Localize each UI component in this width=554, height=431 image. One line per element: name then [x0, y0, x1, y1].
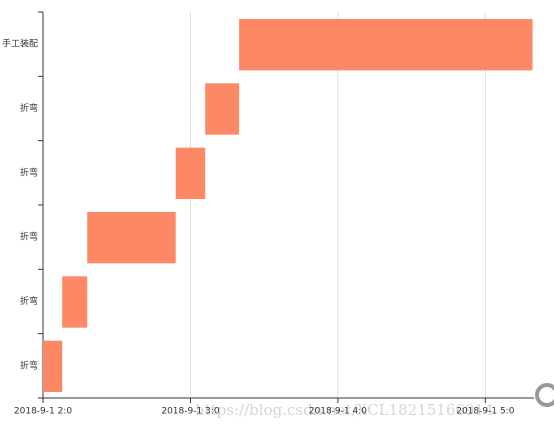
y-tick-label: 折弯: [20, 295, 38, 307]
x-tick-label: 2018-9-1 5:0: [456, 407, 514, 417]
bar: [239, 19, 533, 71]
bar: [205, 83, 240, 135]
x-tick-label: 2018-9-1 2:0: [14, 407, 72, 417]
bar: [43, 340, 63, 392]
bar: [87, 212, 176, 264]
y-tick-label: 折弯: [20, 231, 38, 243]
y-tick-label: 折弯: [20, 102, 38, 114]
y-tick-label: 手工装配: [2, 38, 38, 50]
y-tick-label: 折弯: [20, 359, 38, 371]
y-tick-label: 折弯: [20, 166, 38, 178]
watermark: https://blog.csdn.net/XCL18215166914: [195, 401, 494, 419]
x-tick-label: 2018-9-1 3:0: [161, 407, 219, 417]
corner-icon: [535, 383, 554, 407]
x-tick-label: 2018-9-1 4:0: [309, 407, 367, 417]
bar: [62, 276, 88, 328]
bar: [175, 147, 206, 199]
